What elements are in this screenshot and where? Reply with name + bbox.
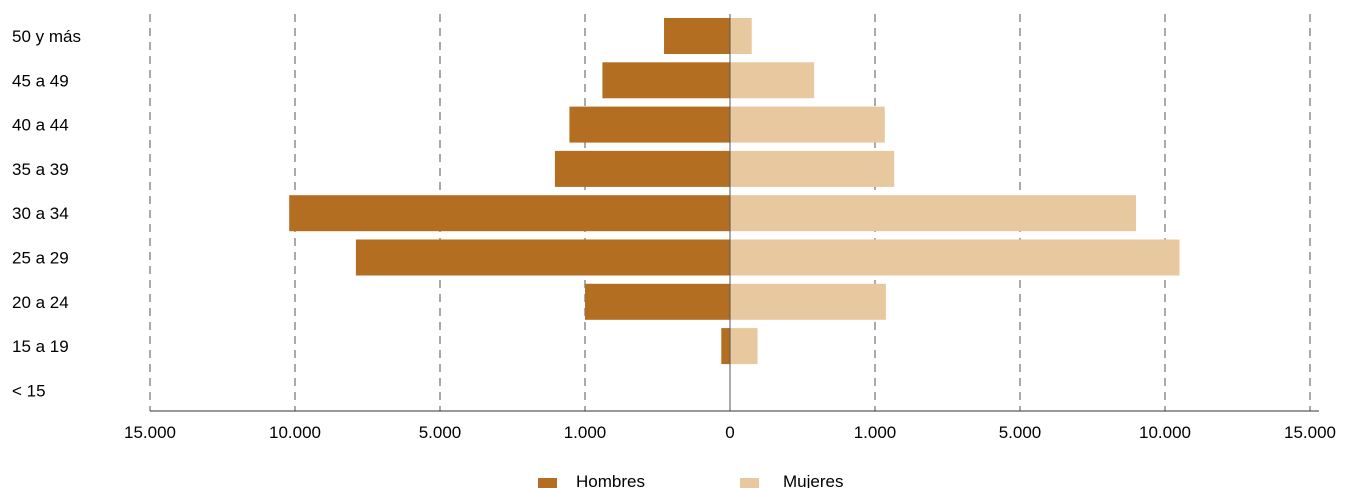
bar-mujeres-1 xyxy=(730,62,815,99)
x-tick-label: 10.000 xyxy=(269,423,321,442)
x-tick-label: 15.000 xyxy=(1284,423,1336,442)
x-tick-label: 1.000 xyxy=(564,423,607,442)
y-axis-label: 35 a 39 xyxy=(12,160,69,179)
legend-label-mujeres: Mujeres xyxy=(783,472,843,488)
y-axis-label: 15 a 19 xyxy=(12,337,69,356)
legend-label-hombres: Hombres xyxy=(576,472,645,488)
legend-swatch-mujeres xyxy=(740,478,759,488)
bar-hombres-2 xyxy=(569,106,730,143)
bar-mujeres-5 xyxy=(730,239,1180,276)
y-axis-label: 45 a 49 xyxy=(12,71,69,90)
x-tick-label: 5.000 xyxy=(419,423,462,442)
bar-hombres-0 xyxy=(664,18,730,54)
bar-hombres-3 xyxy=(554,150,730,187)
bar-hombres-1 xyxy=(602,62,730,99)
y-axis-label: < 15 xyxy=(12,381,46,400)
y-axis-label: 20 a 24 xyxy=(12,293,69,312)
y-axis-label: 50 y más xyxy=(12,27,81,46)
bar-hombres-7 xyxy=(721,328,730,365)
bar-hombres-6 xyxy=(585,283,730,320)
x-tick-label: 5.000 xyxy=(999,423,1042,442)
y-axis-labels: 50 y más 45 a 49 40 a 44 35 a 39 30 a 34 25 a… xyxy=(12,27,81,400)
x-tick-label: 10.000 xyxy=(1139,423,1191,442)
bar-mujeres-2 xyxy=(730,106,885,143)
bar-hombres-5 xyxy=(355,239,730,276)
bar-mujeres-6 xyxy=(730,283,886,320)
y-axis-label: 25 a 29 xyxy=(12,249,69,268)
x-axis-tick-labels: 15.000 10.000 5.000 1.000 0 1.000 5.000 10.000 1… xyxy=(124,423,1336,442)
bars xyxy=(289,18,1180,365)
x-tick-label: 0 xyxy=(725,423,734,442)
bar-mujeres-0 xyxy=(730,18,752,54)
bar-mujeres-4 xyxy=(730,195,1136,232)
bar-mujeres-7 xyxy=(730,328,758,365)
bar-mujeres-3 xyxy=(730,150,895,187)
legend: Hombres Mujeres xyxy=(538,472,843,488)
y-axis-label: 40 a 44 xyxy=(12,116,69,135)
x-tick-label: 15.000 xyxy=(124,423,176,442)
bar-hombres-4 xyxy=(289,195,730,232)
y-axis-label: 30 a 34 xyxy=(12,204,69,223)
legend-swatch-hombres xyxy=(538,478,557,488)
x-tick-label: 1.000 xyxy=(854,423,897,442)
